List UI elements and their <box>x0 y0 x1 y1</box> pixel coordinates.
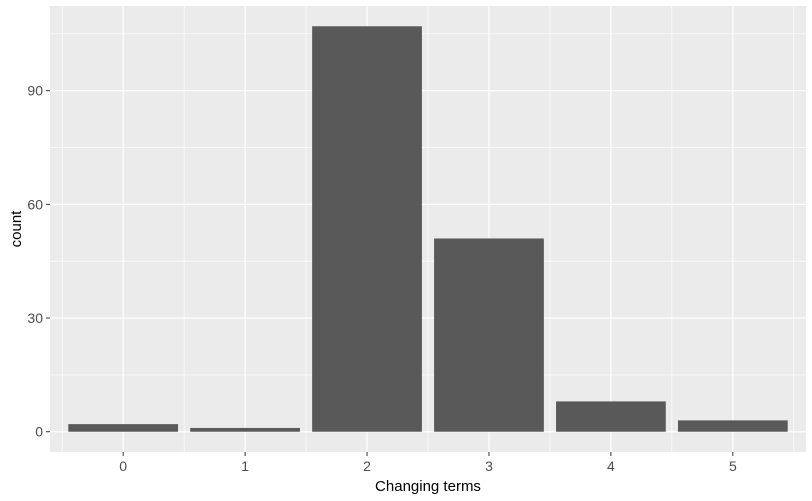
y-tick-label: 30 <box>27 310 43 326</box>
minor-gridlines <box>50 6 806 452</box>
y-axis: 0 30 60 90 <box>27 83 50 440</box>
bars <box>68 26 788 432</box>
x-axis: 0 1 2 3 4 5 <box>119 452 737 474</box>
x-tick-label: 3 <box>485 458 493 474</box>
y-tick-label: 0 <box>35 424 43 440</box>
bar-5 <box>677 420 788 432</box>
x-tick-label: 5 <box>729 458 737 474</box>
y-tick-label: 90 <box>27 83 43 99</box>
x-tick-label: 2 <box>363 458 371 474</box>
bar-4 <box>556 401 666 432</box>
x-tick-label: 0 <box>119 458 127 474</box>
x-tick-label: 4 <box>607 458 615 474</box>
bar-2 <box>312 26 422 432</box>
bar-3 <box>434 238 544 432</box>
bar-1 <box>190 427 300 432</box>
x-tick-label: 1 <box>241 458 249 474</box>
bar-0 <box>68 424 179 432</box>
y-axis-title: count <box>8 210 25 248</box>
y-tick-label: 60 <box>27 196 43 212</box>
x-axis-title: Changing terms <box>375 478 481 495</box>
